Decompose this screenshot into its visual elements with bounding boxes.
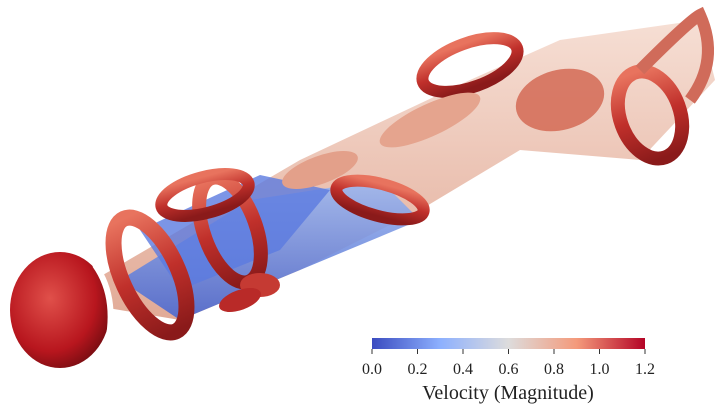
tick-label: 0.0 (362, 361, 382, 378)
vortex-structure (10, 15, 715, 368)
tick-label: 0.2 (408, 361, 428, 378)
visualization: Velocity (Magnitude) 0.0 0.2 0.4 0.6 0.8 1.0 1… (0, 0, 727, 408)
tick-label: 1.0 (590, 361, 610, 378)
tick-label: 1.2 (635, 361, 655, 378)
tick-label: 0.8 (544, 361, 564, 378)
colorbar: Velocity (Magnitude) 0.0 0.2 0.4 0.6 0.8 1.0 1… (362, 338, 655, 404)
page: Velocity (Magnitude) 0.0 0.2 0.4 0.6 0.8 1.0 1… (0, 0, 727, 408)
tick-label: 0.4 (453, 361, 473, 378)
colorbar-gradient (372, 338, 645, 349)
tick-label: 0.6 (499, 361, 519, 378)
colorbar-title: Velocity (Magnitude) (422, 382, 594, 404)
